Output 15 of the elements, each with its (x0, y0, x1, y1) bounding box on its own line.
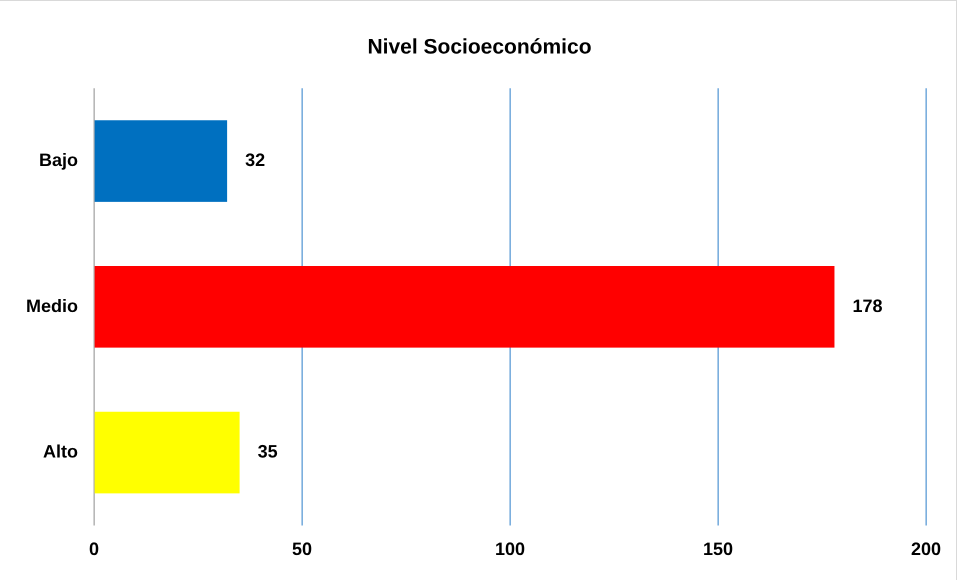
x-tick-label: 100 (494, 539, 526, 560)
x-tick-label: 200 (910, 539, 942, 560)
y-tick-label: Alto (42, 442, 78, 462)
data-label: 32 (245, 150, 266, 170)
y-tick-label: Bajo (38, 150, 78, 170)
data-label: 35 (258, 442, 278, 462)
data-label: 178 (852, 296, 883, 316)
x-tick-label: 150 (702, 539, 734, 560)
bar (94, 120, 228, 202)
bar (94, 266, 834, 348)
x-tick-label: 50 (292, 539, 312, 560)
y-tick-label: Medio (26, 296, 78, 316)
chart-title: Nivel Socioeconómico (367, 35, 592, 58)
bar (94, 412, 240, 494)
x-tick-label: 0 (88, 539, 100, 560)
